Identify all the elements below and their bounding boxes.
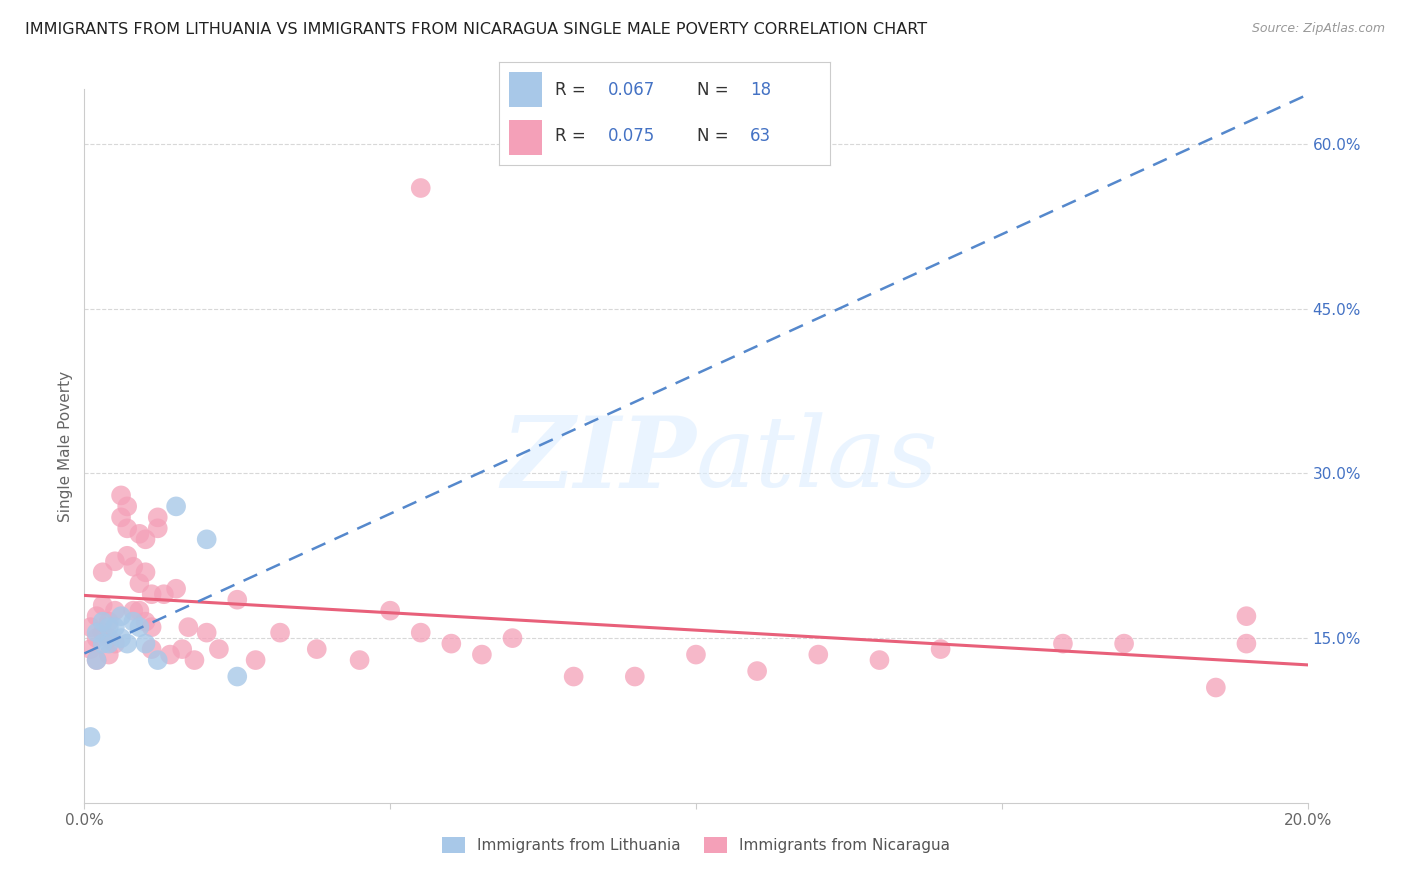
Text: N =: N = <box>697 128 734 145</box>
Point <box>91 598 114 612</box>
Text: atlas: atlas <box>696 413 939 508</box>
Point <box>1052 637 1074 651</box>
Point <box>1114 637 1136 651</box>
Point <box>471 648 494 662</box>
Point <box>91 566 114 580</box>
Point <box>122 615 145 629</box>
Point <box>177 620 200 634</box>
Point <box>1236 609 1258 624</box>
Point <box>172 642 194 657</box>
Point <box>79 620 101 634</box>
Point <box>685 648 707 662</box>
Point <box>110 631 132 645</box>
Point <box>269 625 291 640</box>
Point <box>146 653 169 667</box>
Point <box>747 664 769 678</box>
Point <box>115 500 138 514</box>
Point <box>141 642 163 657</box>
Point <box>97 615 120 629</box>
Point <box>502 631 524 645</box>
Point <box>349 653 371 667</box>
Point <box>409 625 432 640</box>
Point <box>110 488 132 502</box>
Point <box>97 637 120 651</box>
Point <box>86 631 108 645</box>
Point <box>135 637 157 651</box>
Point <box>380 604 402 618</box>
Point <box>110 510 132 524</box>
Point <box>562 669 585 683</box>
Point <box>115 637 138 651</box>
FancyBboxPatch shape <box>509 71 543 106</box>
Point <box>128 576 150 591</box>
Point <box>305 642 328 657</box>
Point <box>183 653 205 667</box>
Text: 0.075: 0.075 <box>609 128 655 145</box>
Point <box>245 653 267 667</box>
Y-axis label: Single Male Poverty: Single Male Poverty <box>58 370 73 522</box>
Point <box>195 533 218 547</box>
Point <box>146 521 169 535</box>
Point <box>128 620 150 634</box>
Point <box>97 648 120 662</box>
Point <box>128 526 150 541</box>
Point <box>409 181 432 195</box>
Text: IMMIGRANTS FROM LITHUANIA VS IMMIGRANTS FROM NICARAGUA SINGLE MALE POVERTY CORRE: IMMIGRANTS FROM LITHUANIA VS IMMIGRANTS … <box>25 22 928 37</box>
Point <box>195 625 218 640</box>
Point <box>110 609 132 624</box>
Text: 63: 63 <box>751 128 772 145</box>
Point <box>86 625 108 640</box>
Point <box>91 625 114 640</box>
Text: 18: 18 <box>751 81 772 99</box>
Point <box>104 604 127 618</box>
Point <box>97 620 120 634</box>
Point <box>135 566 157 580</box>
Point <box>869 653 891 667</box>
Point <box>91 615 114 629</box>
Point <box>1236 637 1258 651</box>
Point <box>122 559 145 574</box>
Point <box>153 587 176 601</box>
Point <box>97 631 120 645</box>
Point <box>929 642 952 657</box>
Point <box>79 642 101 657</box>
Point <box>226 592 249 607</box>
Point <box>104 554 127 568</box>
Point <box>86 653 108 667</box>
Text: N =: N = <box>697 81 734 99</box>
Point <box>122 604 145 618</box>
Point <box>807 648 830 662</box>
Text: R =: R = <box>555 128 592 145</box>
Point <box>165 500 187 514</box>
Point <box>86 653 108 667</box>
Text: Source: ZipAtlas.com: Source: ZipAtlas.com <box>1251 22 1385 36</box>
Point <box>135 533 157 547</box>
Point <box>440 637 463 651</box>
FancyBboxPatch shape <box>509 120 543 155</box>
Point <box>159 648 181 662</box>
Point <box>91 637 114 651</box>
Point <box>141 587 163 601</box>
Point <box>135 615 157 629</box>
Point <box>104 637 127 651</box>
Point <box>86 609 108 624</box>
Legend: Immigrants from Lithuania, Immigrants from Nicaragua: Immigrants from Lithuania, Immigrants fr… <box>436 831 956 859</box>
Point <box>128 604 150 618</box>
Text: ZIP: ZIP <box>501 412 696 508</box>
Point <box>1205 681 1227 695</box>
Text: 0.067: 0.067 <box>609 81 655 99</box>
Point <box>226 669 249 683</box>
Point <box>146 510 169 524</box>
Text: R =: R = <box>555 81 592 99</box>
Point <box>165 582 187 596</box>
Point <box>141 620 163 634</box>
Point <box>115 521 138 535</box>
Point <box>208 642 231 657</box>
Point <box>79 730 101 744</box>
Point <box>624 669 647 683</box>
Point <box>115 549 138 563</box>
Point <box>104 620 127 634</box>
